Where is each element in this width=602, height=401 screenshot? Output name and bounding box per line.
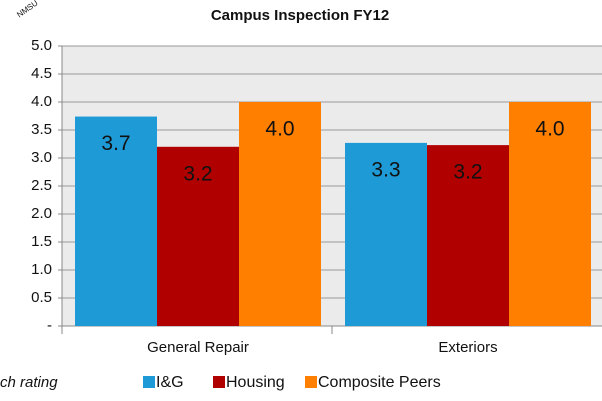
- bar: [75, 116, 157, 326]
- legend-swatch: [143, 376, 155, 388]
- y-tick-label: 3.5: [31, 121, 52, 138]
- bar: [345, 142, 427, 326]
- legend-label: Composite Peers: [318, 374, 441, 391]
- bar: [427, 145, 509, 326]
- legend-label: Housing: [226, 374, 285, 391]
- data-label: 4.0: [535, 118, 564, 141]
- legend-swatch: [213, 376, 225, 388]
- bar: [157, 146, 239, 326]
- legend-label: I&G: [156, 374, 184, 391]
- data-label: 4.0: [265, 118, 294, 141]
- x-tick-label: General Repair: [147, 339, 249, 356]
- y-tick-label: 2.0: [31, 205, 52, 222]
- legend-swatch: [305, 376, 317, 388]
- bar: [239, 102, 321, 326]
- footnote: ch rating: [0, 374, 58, 391]
- data-label: 3.2: [453, 161, 482, 184]
- y-tick-label: 1.0: [31, 261, 52, 278]
- y-tick-label: 3.0: [31, 149, 52, 166]
- y-tick-label: 4.0: [31, 93, 52, 110]
- bar: [509, 102, 591, 326]
- y-tick-label: 2.5: [31, 177, 52, 194]
- data-label: 3.3: [371, 158, 400, 181]
- chart-title: Campus Inspection FY12: [211, 7, 389, 24]
- y-tick-label: 4.5: [31, 65, 52, 82]
- y-tick-label: 1.5: [31, 233, 52, 250]
- data-label: 3.7: [101, 132, 130, 155]
- y-tick-label: -: [47, 317, 52, 334]
- data-label: 3.2: [183, 162, 212, 185]
- y-tick-label: 0.5: [31, 289, 52, 306]
- x-tick-label: Exteriors: [438, 339, 497, 356]
- watermark: NMSU: [15, 0, 40, 19]
- y-tick-label: 5.0: [31, 37, 52, 54]
